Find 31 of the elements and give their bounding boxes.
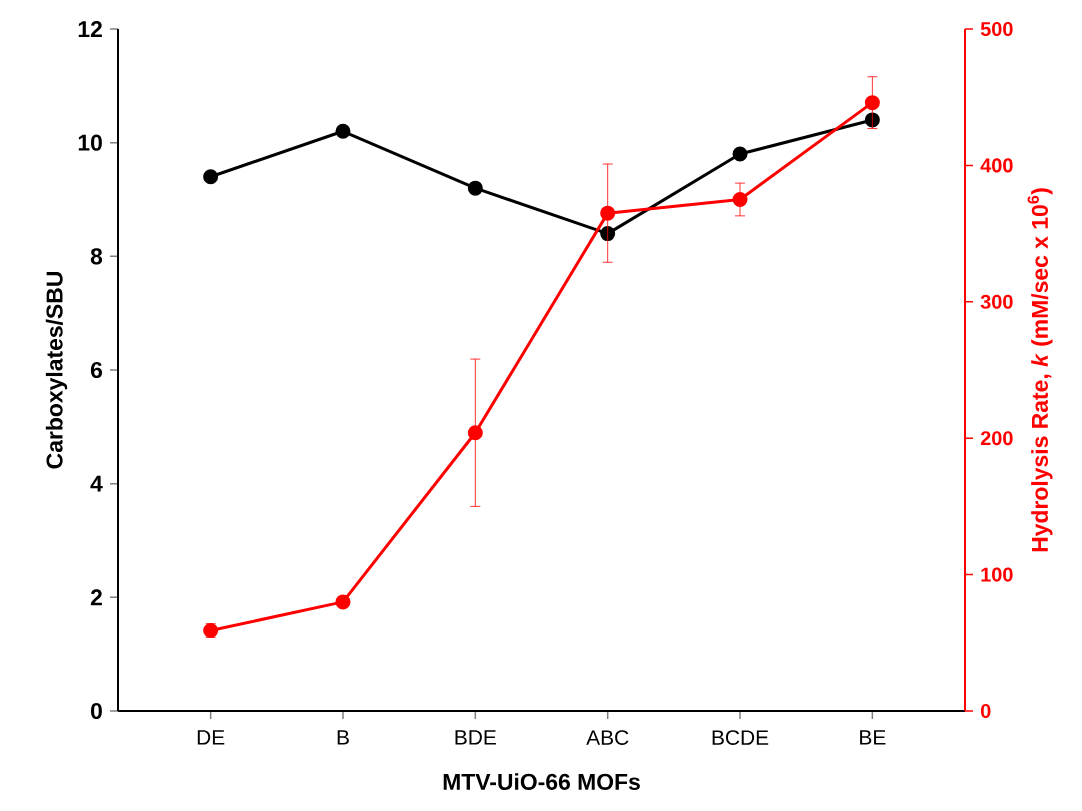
point [732,192,748,207]
x-tick-label: ABC [586,730,629,745]
y-tick-label: 0 [90,702,102,720]
y-tick-label: 8 [90,248,103,265]
y-tick-label: 10 [78,134,102,151]
y-axis-title: Carboxylates/SBU [45,272,68,469]
x-tick-label: BDE [455,730,496,745]
y-tick-label: 6 [90,361,102,379]
y2-axis-title: Hydrolysis Rate, k (mM/sec x 10$^{6}$) [1027,188,1053,552]
x-tick-label: BCDE [712,730,769,745]
y-tick-label: 12 [78,20,102,37]
y-tick-label: 2 [90,589,102,606]
y2-tick-label: 400 [980,158,1013,173]
y2-tick-label: 300 [980,294,1013,309]
point [467,180,483,196]
point [203,169,219,185]
point [335,123,351,139]
x-tick-label: B [337,730,349,745]
x-tick-label: DE [197,730,225,745]
y-tick-label: 4 [90,475,103,492]
point [467,425,483,441]
y2-tick-label: 0 [980,703,991,719]
x-tick-label: BE [860,730,886,745]
y2-tick-label: 200 [980,431,1013,446]
point [600,205,616,221]
point [732,146,748,162]
point [864,95,880,111]
y2-tick-label: 500 [980,21,1013,37]
y2-tick-label: 100 [981,567,1013,582]
point [335,594,351,610]
x-axis-title: MTV-UiO-66 MOFs [443,773,640,790]
